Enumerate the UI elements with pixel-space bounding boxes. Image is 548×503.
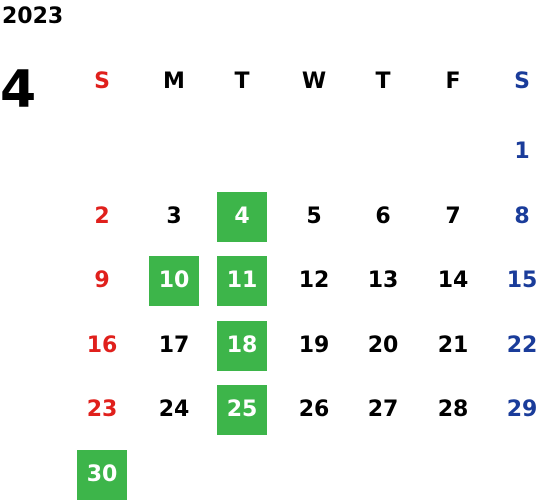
weekday-header: W — [301, 69, 327, 94]
highlighted-day: 4 — [217, 191, 267, 242]
weekday-header: F — [445, 69, 461, 94]
day: 28 — [437, 397, 469, 423]
month: 4 — [0, 60, 37, 120]
day: 3 — [166, 203, 182, 229]
day: 24 — [158, 397, 190, 423]
day: 7 — [445, 203, 461, 229]
highlighted-day: 25 — [217, 385, 267, 436]
day: 9 — [94, 268, 110, 294]
weekday-header: S — [94, 69, 110, 94]
day: 22 — [506, 332, 538, 358]
weekday-header: S — [514, 69, 530, 94]
day: 21 — [437, 332, 469, 358]
highlighted-day: 11 — [217, 256, 267, 307]
highlighted-day: 18 — [217, 320, 267, 371]
day: 1 — [514, 139, 530, 164]
highlighted-day: 10 — [149, 256, 199, 307]
weekday-header: M — [163, 69, 185, 94]
day: 14 — [437, 268, 469, 294]
day: 23 — [86, 397, 118, 423]
day: 16 — [86, 332, 118, 358]
day: 26 — [298, 397, 330, 423]
day: 19 — [298, 332, 330, 358]
weekday-header: T — [375, 69, 391, 94]
day: 15 — [506, 268, 538, 294]
year: 2023 — [2, 4, 64, 29]
day: 8 — [514, 203, 530, 229]
highlighted-day: 30 — [77, 450, 127, 500]
day: 6 — [375, 203, 391, 229]
day: 27 — [367, 397, 399, 423]
day: 20 — [367, 332, 399, 358]
day: 13 — [367, 268, 399, 294]
day: 5 — [306, 203, 322, 229]
day: 2 — [94, 203, 110, 229]
weekday-header: T — [234, 69, 250, 94]
day: 29 — [506, 397, 538, 423]
day: 12 — [298, 268, 330, 294]
day: 17 — [158, 332, 190, 358]
